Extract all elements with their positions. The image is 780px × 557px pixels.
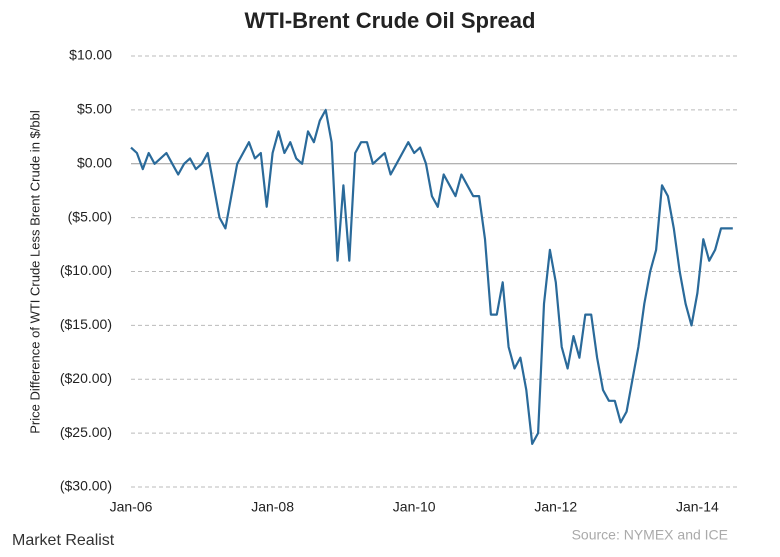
- y-tick-label: $0.00: [77, 154, 112, 170]
- y-tick-label: $10.00: [69, 47, 112, 63]
- y-tick-label: $5.00: [77, 101, 112, 117]
- y-tick-label: ($10.00): [60, 262, 112, 278]
- y-tick-label: ($15.00): [60, 316, 112, 332]
- x-tick-label: Jan-08: [251, 499, 294, 515]
- y-axis-label: Price Difference of WTI Crude Less Brent…: [27, 110, 42, 434]
- line: [130, 108, 733, 445]
- x-tick-label: Jan-10: [393, 499, 436, 515]
- x-tick-label: Jan-12: [534, 499, 577, 515]
- y-tick-label: ($20.00): [60, 370, 112, 386]
- x-tick-label: Jan-14: [676, 499, 719, 515]
- source: Source: NYMEX and ICE: [572, 527, 728, 543]
- y-tick-label: ($25.00): [60, 424, 112, 440]
- y-tick-label: ($30.00): [60, 478, 112, 494]
- chart-title: WTI-Brent Crude Oil Spread: [245, 8, 536, 33]
- x-tick-label: Jan-06: [110, 499, 153, 515]
- y-tick-label: ($5.00): [68, 208, 112, 224]
- brand: Market Realist: [12, 532, 115, 549]
